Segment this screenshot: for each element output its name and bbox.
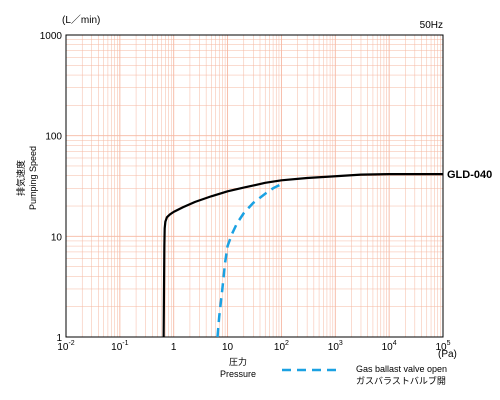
x-tick-label: 10	[222, 342, 234, 353]
x-tick-label: 104	[382, 340, 397, 353]
legend: Gas ballast valve open ガスバラストバルブ開	[282, 364, 447, 386]
x-axis-label-jp: 圧力	[229, 356, 247, 367]
x-axis-label-en: Pressure	[220, 369, 256, 379]
y-tick-label: 10	[51, 232, 63, 243]
y-tick-label: 100	[45, 132, 62, 143]
series-line-gld-040	[162, 173, 443, 338]
y-tick-label: 1000	[40, 31, 63, 42]
x-tick-label: 102	[274, 340, 289, 353]
x-unit-label: (Pa)	[438, 349, 457, 360]
legend-label-en: Gas ballast valve open	[356, 364, 447, 374]
x-tick-label: 103	[328, 340, 343, 353]
x-tick-label: 1	[171, 342, 177, 353]
plot-frame	[65, 34, 444, 338]
x-tick-label: 10-1	[111, 340, 128, 353]
grid	[66, 35, 443, 337]
y-tick-label: 1	[56, 333, 62, 344]
series-line-gas-ballast	[216, 183, 282, 338]
series-layer	[162, 173, 443, 338]
y-unit-label: (L／min)	[62, 14, 100, 26]
y-axis-label-en: Pumping Speed	[28, 146, 38, 210]
frequency-label: 50Hz	[420, 20, 443, 31]
series-label-gld-040: GLD-040	[447, 169, 492, 181]
y-axis-label-jp: 排気速度	[15, 160, 26, 196]
legend-label-jp: ガスバラストバルブ開	[356, 375, 446, 386]
